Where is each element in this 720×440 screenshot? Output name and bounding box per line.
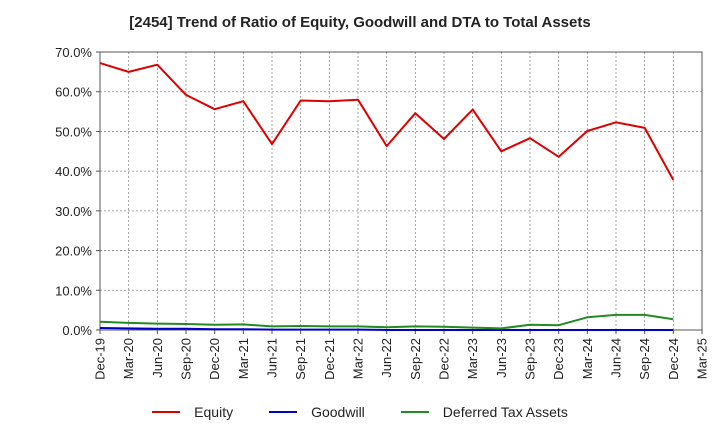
legend-item-goodwill: Goodwill xyxy=(269,404,365,420)
x-tick-label: Mar-22 xyxy=(351,338,366,379)
y-tick-label: 50.0% xyxy=(55,124,92,139)
legend-item-deferred-tax-assets: Deferred Tax Assets xyxy=(400,404,568,420)
x-tick-label: Mar-21 xyxy=(236,338,251,379)
y-tick-label: 60.0% xyxy=(55,85,92,100)
x-tick-label: Dec-20 xyxy=(207,338,222,380)
x-tick-label: Jun-21 xyxy=(265,338,280,378)
series-lines xyxy=(99,62,675,331)
x-tick-label: Dec-22 xyxy=(437,338,452,380)
x-tick-label: Sep-21 xyxy=(293,338,308,380)
x-tick-label: Mar-24 xyxy=(580,338,595,379)
y-tick-label: 70.0% xyxy=(55,45,92,60)
legend-item-equity: Equity xyxy=(152,404,233,420)
series-line-goodwill xyxy=(99,327,674,331)
x-tick-label: Jun-20 xyxy=(150,338,165,378)
legend: Equity Goodwill Deferred Tax Assets xyxy=(0,404,720,420)
x-tick-label: Jun-23 xyxy=(494,338,509,378)
legend-swatch-goodwill xyxy=(269,411,298,413)
x-tick-label: Dec-21 xyxy=(322,338,337,380)
series-line-equity xyxy=(99,62,675,181)
legend-label-equity: Equity xyxy=(194,404,234,420)
x-tick-labels: Dec-19 Mar-20 Jun-20 Sep-20 Dec-20 Mar-21 Jun-… xyxy=(93,338,710,380)
x-tick-label: Mar-25 xyxy=(695,338,710,379)
y-tick-label: 20.0% xyxy=(55,244,92,259)
legend-label-deferred-tax-assets: Deferred Tax Assets xyxy=(442,404,568,420)
x-tick-label: Jun-22 xyxy=(379,338,394,378)
x-tick-label: Mar-20 xyxy=(121,338,136,379)
plot-area xyxy=(100,52,702,330)
x-tick-label: Sep-22 xyxy=(408,338,423,380)
legend-swatch-deferred-tax-assets xyxy=(400,411,429,413)
legend-label-goodwill: Goodwill xyxy=(311,404,365,420)
x-tick-label: Dec-19 xyxy=(93,338,108,380)
series-line-deferred-tax-assets xyxy=(99,313,674,330)
y-tick-labels: 0.0% 10.0% 20.0% 30.0% 40.0% 50.0% 60.0% 70.0% xyxy=(55,45,92,338)
x-tick-label: Mar-23 xyxy=(465,338,480,379)
y-tick-label: 30.0% xyxy=(55,204,92,219)
y-tick-label: 10.0% xyxy=(55,283,92,298)
x-tick-label: Sep-23 xyxy=(523,338,538,380)
x-tick-label: Sep-24 xyxy=(637,338,652,380)
chart-title: [2454] Trend of Ratio of Equity, Goodwil… xyxy=(129,14,591,31)
legend-swatch-equity xyxy=(152,411,181,413)
x-tick-label: Jun-24 xyxy=(609,338,624,378)
y-tick-label: 0.0% xyxy=(62,323,92,338)
x-tick-label: Sep-20 xyxy=(179,338,194,380)
x-tick-label: Dec-23 xyxy=(551,338,566,380)
x-tick-label: Dec-24 xyxy=(666,338,681,380)
y-tick-label: 40.0% xyxy=(55,164,92,179)
